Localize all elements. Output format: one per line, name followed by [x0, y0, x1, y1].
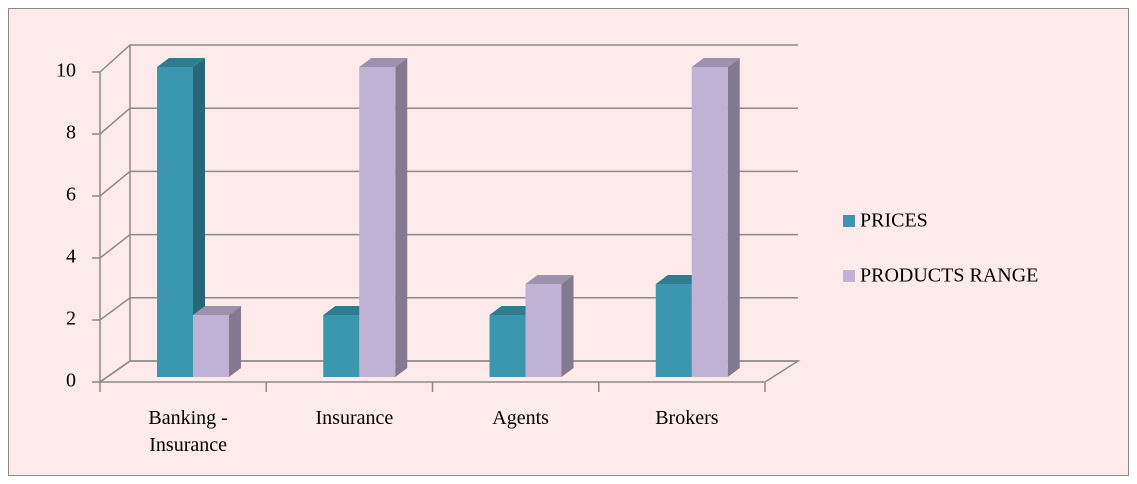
x-tick-label: Insurance [315, 407, 394, 429]
x-tick-label: Agents [492, 407, 549, 429]
grid-line [99, 297, 798, 321]
bar-side [193, 58, 205, 377]
y-tick-label: 6 [66, 184, 76, 206]
bar [489, 315, 526, 377]
bar-side [395, 58, 408, 377]
x-tick-label: Banking - Insurance [148, 407, 228, 456]
legend-label: PRODUCTS RANGE [860, 265, 1038, 287]
y-tick-label: 4 [66, 246, 76, 268]
grid-line [99, 170, 798, 197]
grid-line [99, 107, 798, 135]
legend-swatch [843, 215, 855, 227]
bar-side [561, 275, 574, 377]
bar-top [193, 306, 241, 315]
bar-side [229, 306, 241, 377]
legend-label: PRICES [860, 210, 928, 232]
bar [193, 315, 229, 377]
y-tick-label: 2 [66, 308, 76, 330]
bar [359, 67, 396, 377]
bar [157, 67, 193, 377]
bar-top [691, 58, 740, 67]
grid-line [99, 360, 798, 383]
grid-line [99, 44, 798, 73]
y-tick-label: 8 [66, 122, 76, 144]
bar-top [525, 275, 574, 284]
grid-line [99, 233, 798, 259]
y-tick-label: 0 [66, 370, 76, 392]
bar-side [727, 58, 740, 377]
x-tick-label: Brokers [655, 407, 719, 429]
bar [655, 284, 692, 377]
legend-swatch [843, 270, 855, 282]
bar-top [359, 58, 408, 67]
bar-top [157, 58, 205, 67]
bar [691, 67, 728, 377]
y-tick-label: 10 [56, 60, 76, 82]
bar [323, 315, 360, 377]
bar [525, 284, 562, 377]
